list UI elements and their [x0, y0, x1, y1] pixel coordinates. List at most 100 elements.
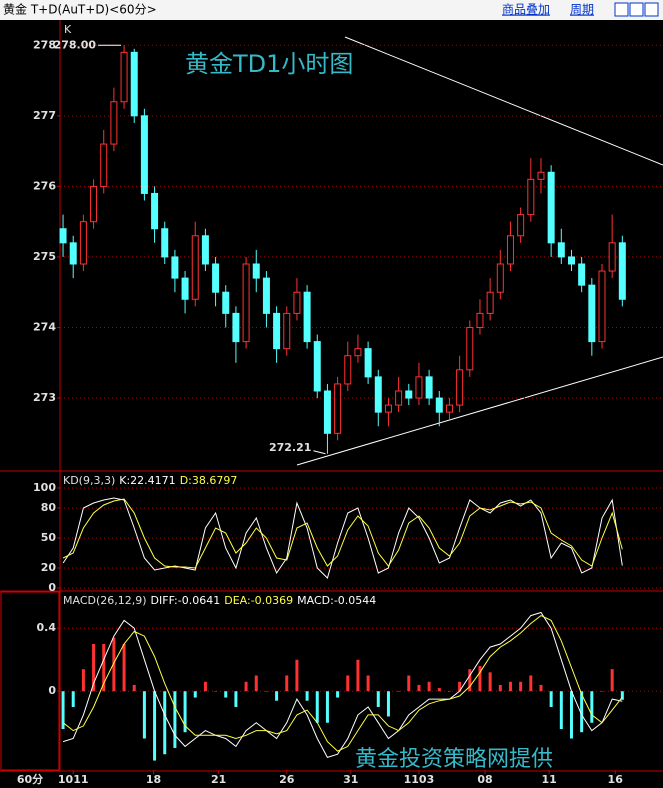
histogram-bar — [397, 691, 401, 692]
legend-title: KD(9,3,3) — [63, 474, 115, 487]
histogram-bar — [498, 684, 502, 692]
candle-body — [374, 376, 382, 413]
histogram-bar — [549, 691, 553, 707]
histogram-bar — [264, 691, 268, 692]
y-tick-label: 50 — [41, 531, 57, 544]
candle-body — [415, 376, 423, 399]
candle-body — [79, 221, 87, 265]
legend-title: MACD(26,12,9) — [63, 594, 147, 607]
histogram-bar — [437, 688, 441, 692]
candle-body — [618, 242, 626, 300]
x-tick-label: 18 — [146, 773, 161, 786]
histogram-bar — [539, 684, 543, 692]
histogram-bar — [417, 684, 421, 692]
symbol-title: 黄金 T+D(AuT+D)<60分> — [3, 2, 157, 17]
y-tick-label: 20 — [41, 561, 57, 574]
x-tick-label: 16 — [608, 773, 624, 786]
histogram-bar — [488, 672, 492, 692]
candle-body — [445, 404, 453, 413]
candle-body — [303, 291, 311, 343]
histogram-bar — [305, 691, 309, 701]
candle-body — [588, 284, 596, 343]
histogram-bar — [315, 691, 319, 723]
histogram-bar — [478, 666, 482, 692]
histogram-bar — [173, 691, 177, 748]
histogram-bar — [336, 691, 340, 698]
x-tick-label: 26 — [279, 773, 295, 786]
histogram-bar — [275, 691, 279, 701]
histogram-bar — [81, 669, 85, 692]
candle-body — [171, 256, 179, 279]
selection-box — [0, 591, 60, 771]
overlay-link[interactable]: 商品叠加 — [502, 2, 550, 17]
histogram-bar — [203, 681, 207, 692]
y-tick-label: 0 — [48, 684, 56, 697]
candle-body — [181, 277, 189, 300]
chart-title: 黄金TD1小时图 — [185, 50, 353, 78]
candle-body — [578, 263, 586, 286]
histogram-bar — [163, 691, 167, 755]
period-link[interactable]: 周期 — [570, 3, 594, 17]
annotation: 272.21 — [269, 441, 311, 454]
x-tick-label: 1103 — [404, 773, 435, 786]
annotation-arrow — [313, 450, 326, 455]
histogram-bar — [620, 691, 624, 700]
histogram-bar — [102, 643, 106, 692]
candle-body — [456, 369, 464, 406]
histogram-bar — [356, 659, 360, 692]
indicator-line — [62, 611, 623, 759]
candle-body — [120, 51, 128, 103]
histogram-bar — [590, 691, 594, 723]
histogram-bar — [366, 675, 370, 692]
candle-body — [537, 171, 545, 180]
histogram-bar — [458, 681, 462, 692]
candle-body — [130, 51, 138, 117]
next-button[interactable] — [629, 2, 644, 17]
candle-body — [405, 390, 413, 399]
histogram-bar — [610, 669, 614, 692]
histogram-bar — [325, 691, 329, 723]
histogram-bar — [346, 675, 350, 692]
candle-body — [486, 291, 494, 314]
y-tick-label: 275 — [33, 250, 56, 263]
histogram-bar — [122, 643, 126, 692]
candle-body — [557, 242, 565, 258]
histogram-bar — [285, 675, 289, 692]
histogram-bar — [559, 691, 563, 730]
candle-body — [262, 277, 270, 314]
candle-body — [151, 192, 159, 230]
candle-body — [140, 115, 148, 194]
y-tick-label: 273 — [33, 391, 56, 404]
menu-button[interactable] — [644, 2, 659, 17]
y-tick-label: 0.4 — [37, 621, 57, 634]
candle-body — [90, 185, 98, 223]
candle-body — [59, 228, 67, 244]
histogram-bar — [71, 691, 75, 707]
prev-button[interactable] — [614, 2, 629, 17]
indicator-line — [62, 615, 623, 752]
candle-body — [425, 376, 433, 399]
y-tick-label: 274 — [33, 320, 56, 333]
histogram-bar — [214, 691, 218, 692]
x-axis-label: 60分 — [17, 772, 43, 786]
histogram-bar — [142, 691, 146, 739]
candle-body — [100, 143, 108, 187]
histogram-bar — [295, 659, 299, 692]
histogram-bar — [519, 681, 523, 692]
candle-body — [161, 228, 169, 258]
candle-body — [110, 101, 118, 145]
legend-entry: DIFF:-0.0641 — [151, 594, 221, 607]
candle-body — [212, 263, 220, 293]
candle-body — [435, 397, 443, 413]
y-tick-label: 277 — [33, 109, 56, 122]
histogram-bar — [132, 684, 136, 692]
x-tick-label: 1011 — [58, 773, 89, 786]
y-tick-label: 0 — [48, 581, 56, 594]
histogram-bar — [254, 675, 258, 692]
candle-body — [252, 263, 260, 279]
histogram-bar — [61, 691, 65, 730]
legend: MACD(26,12,9) DIFF:-0.0641 DEA:-0.0369 MACD… — [63, 594, 376, 607]
y-tick-label: 276 — [33, 179, 56, 192]
candle-body — [384, 404, 392, 413]
